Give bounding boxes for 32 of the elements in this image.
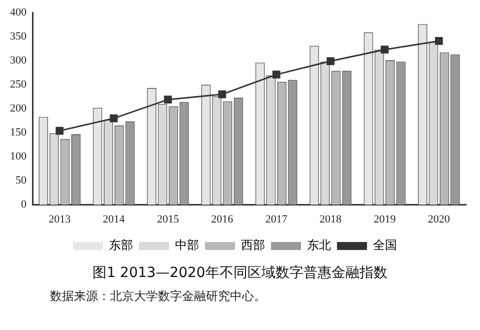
legend-label: 全国 xyxy=(373,238,397,252)
legend-label: 东部 xyxy=(109,238,133,252)
y-tick-label: 100 xyxy=(10,150,27,163)
x-tick-label: 2020 xyxy=(428,213,450,226)
legend-label: 中部 xyxy=(175,238,199,252)
legend-label: 西部 xyxy=(241,238,265,252)
y-tick-label: 350 xyxy=(10,30,27,43)
text: 图1 2013—2020年不同区域数字普惠金融指数 xyxy=(92,264,388,282)
x-tick-label: 2016 xyxy=(211,213,234,226)
point xyxy=(110,114,118,122)
legend-label: 东北 xyxy=(307,238,331,252)
y-tick-label: 400 xyxy=(10,6,27,18)
point xyxy=(218,90,226,98)
x-tick-label: 2017 xyxy=(265,213,288,226)
x-tick-label: 2018 xyxy=(320,213,342,226)
y-tick-label: 300 xyxy=(10,54,27,67)
y-tick-label: 200 xyxy=(10,102,27,115)
point xyxy=(272,70,280,79)
x-tick-label: 2013 xyxy=(48,213,72,226)
y-tick-label: 0 xyxy=(21,198,27,211)
y-tick-label: 150 xyxy=(10,126,27,139)
point xyxy=(434,37,443,45)
point xyxy=(56,126,64,135)
point xyxy=(164,96,172,104)
y-tick-label: 250 xyxy=(10,78,27,91)
x-tick-label: 2015 xyxy=(156,213,180,226)
point xyxy=(326,57,334,66)
x-tick-label: 2019 xyxy=(374,213,396,226)
point xyxy=(380,46,389,54)
source-note: 数据来源：北京大学数字金融研究中心。 xyxy=(50,288,267,305)
y-tick-label: 50 xyxy=(16,174,27,187)
x-tick-label: 2014 xyxy=(102,213,126,226)
